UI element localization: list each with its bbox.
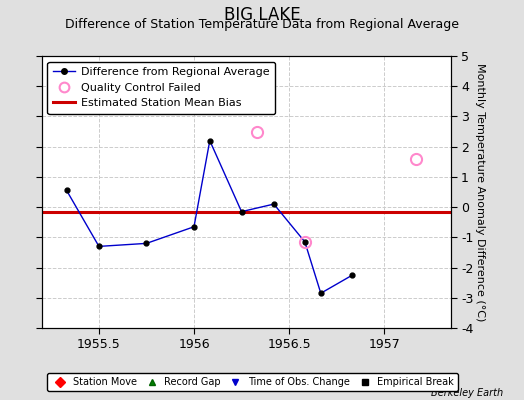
Legend: Station Move, Record Gap, Time of Obs. Change, Empirical Break: Station Move, Record Gap, Time of Obs. C… <box>47 373 458 391</box>
Text: BIG LAKE: BIG LAKE <box>224 6 300 24</box>
Legend: Difference from Regional Average, Quality Control Failed, Estimated Station Mean: Difference from Regional Average, Qualit… <box>48 62 275 114</box>
Text: Difference of Station Temperature Data from Regional Average: Difference of Station Temperature Data f… <box>65 18 459 31</box>
Text: Berkeley Earth: Berkeley Earth <box>431 388 503 398</box>
Y-axis label: Monthly Temperature Anomaly Difference (°C): Monthly Temperature Anomaly Difference (… <box>475 63 485 321</box>
